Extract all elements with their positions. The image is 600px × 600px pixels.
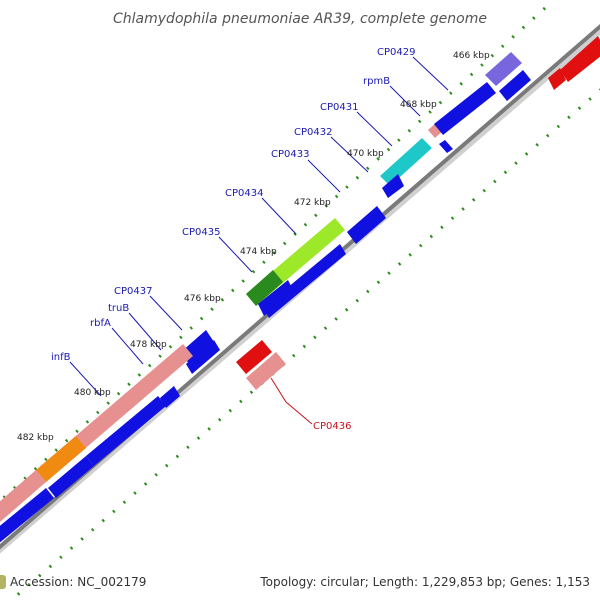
tick-label: 480 kbp	[74, 388, 111, 398]
gene-label[interactable]: CP0431	[320, 102, 358, 113]
map-title: Chlamydophila pneumoniae AR39, complete …	[113, 11, 487, 27]
gene-feature	[36, 436, 86, 482]
gene-feature	[0, 488, 54, 543]
gene-label[interactable]: CP0429	[377, 47, 415, 58]
tick-label: 470 kbp	[347, 149, 384, 159]
reverse-features	[236, 36, 600, 390]
tick-label: 476 kbp	[184, 294, 221, 304]
genome-summary-text: Topology: circular; Length: 1,229,853 bp…	[259, 575, 590, 589]
gene-feature	[560, 36, 600, 82]
tick-label: 482 kbp	[17, 433, 54, 443]
tick-label: 468 kbp	[400, 100, 437, 110]
forward-outer-features	[0, 52, 522, 522]
gene-feature	[499, 70, 531, 101]
gene-labels: CP0429 rpmB CP0431 CP0432 CP0433 CP0434 …	[51, 47, 415, 432]
gene-feature	[86, 396, 166, 466]
forward-inner-features	[0, 70, 531, 543]
gene-label[interactable]: CP0432	[294, 127, 332, 138]
gene-feature	[434, 82, 496, 135]
gene-feature	[485, 52, 522, 86]
gene-label[interactable]: rpmB	[363, 76, 390, 87]
gene-feature	[0, 470, 46, 522]
gene-feature	[548, 68, 566, 90]
tick-label: 474 kbp	[240, 247, 277, 257]
gene-feature	[263, 244, 346, 318]
gene-feature	[382, 174, 404, 198]
gene-feature	[246, 270, 283, 306]
footer: Accession: NC_002179 Topology: circular;…	[0, 575, 590, 589]
tick-labels: 466 kbp 468 kbp 470 kbp 472 kbp 474 kbp …	[17, 51, 490, 443]
gene-label[interactable]: infB	[51, 352, 71, 363]
leader-lines	[69, 56, 449, 425]
gene-feature	[439, 140, 453, 153]
accession-text: Accession: NC_002179	[10, 575, 146, 589]
gene-feature	[48, 456, 94, 498]
gene-label[interactable]: truB	[108, 303, 129, 314]
gene-label[interactable]: CP0437	[114, 286, 152, 297]
gene-feature	[186, 340, 220, 374]
gene-feature	[160, 386, 180, 408]
legend-swatch-icon	[0, 575, 6, 589]
tick-label: 478 kbp	[130, 340, 167, 350]
gene-feature	[347, 206, 386, 244]
gene-label[interactable]: CP0435	[182, 227, 220, 238]
gene-label[interactable]: CP0436	[313, 421, 351, 432]
tick-label: 466 kbp	[453, 51, 490, 61]
gene-feature	[246, 352, 286, 390]
tick-label: 472 kbp	[294, 198, 331, 208]
gene-label[interactable]: CP0434	[225, 188, 263, 199]
gene-feature	[380, 138, 432, 186]
gene-label[interactable]: CP0433	[271, 149, 309, 160]
gene-label[interactable]: rbfA	[90, 318, 111, 329]
gene-feature	[236, 340, 272, 374]
